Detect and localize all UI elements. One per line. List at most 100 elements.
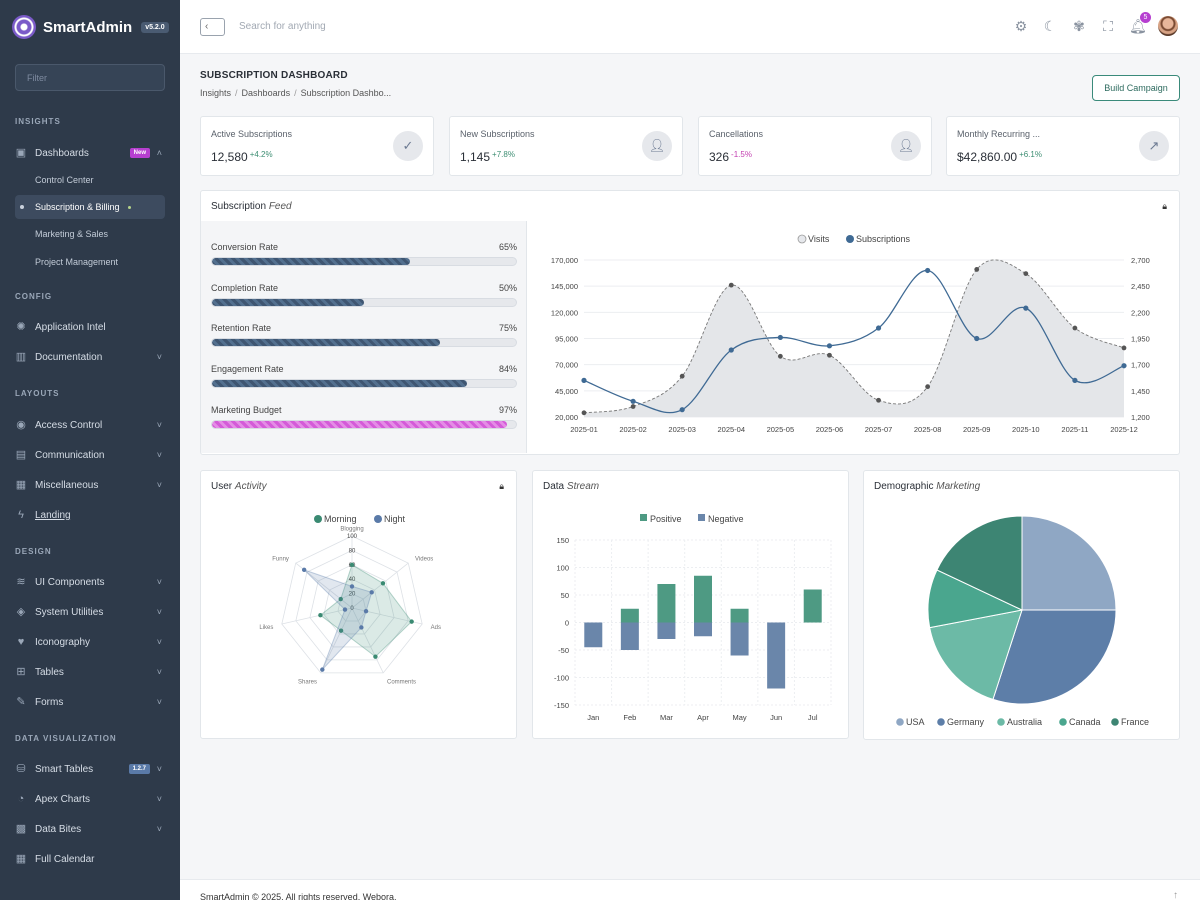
legend-marker-night [374, 515, 382, 523]
demographic-pie-chart: USA Germany Australia Canada France [896, 515, 1149, 727]
arrow-up-icon[interactable]: ↑ [1173, 890, 1178, 900]
y-tick-label: 50 [561, 591, 569, 600]
progress-label: Conversion Rate [211, 242, 279, 252]
progress-label: Engagement Rate [211, 364, 284, 374]
x-tick-label: Jan [587, 713, 599, 722]
progress-fill [212, 258, 410, 265]
sidebar-item-system-utilities[interactable]: ◈ System Utilities ˅ [0, 599, 180, 625]
sidebar-item-label: Iconography [35, 636, 91, 648]
radar-point-night [342, 607, 348, 612]
progress-item: Marketing Budget 97% [211, 405, 517, 429]
sidebar-item-control-center[interactable]: Control Center [0, 168, 180, 192]
avatar[interactable] [1158, 16, 1178, 36]
sidebar-item-smart-tables[interactable]: ⛁ Smart Tables 1.2.7 ˅ [0, 756, 180, 782]
stat-number: 12,580 [211, 150, 248, 164]
chevron-down-icon: ˅ [156, 667, 162, 677]
stat-card-new-subscriptions: New Subscriptions 1,145 +7.8% 👤︎ [449, 116, 683, 176]
bell-icon[interactable]: 🔔︎ 5 [1129, 12, 1151, 34]
stat-label: New Subscriptions [460, 129, 535, 139]
sidebar-item-application-intel[interactable]: ✺ Application Intel [0, 314, 180, 340]
sidebar-item-forms[interactable]: ✎ Forms ˅ [0, 689, 180, 715]
radar-tick-label: 40 [349, 577, 356, 583]
sidebar-item-label: UI Components [35, 576, 105, 588]
build-campaign-button[interactable]: Build Campaign [1092, 75, 1180, 101]
visits-point [1072, 325, 1078, 331]
stat-card-monthly-recurring: Monthly Recurring ... $42,860.00 +6.1% ↗ [946, 116, 1180, 176]
y-right-tick-label: 1,200 [1131, 413, 1150, 422]
progress-label: Completion Rate [211, 283, 279, 293]
lock-icon[interactable]: 🔒︎ [499, 481, 504, 491]
pie-slice-australia [929, 609, 1023, 701]
user-x-icon: 👤︎ [891, 131, 921, 161]
bar-positive [620, 608, 639, 623]
breadcrumb-item[interactable]: Insights [200, 88, 232, 98]
bar-negative [657, 622, 676, 639]
sidebar-item-marketing-sales[interactable]: Marketing & Sales [0, 222, 180, 246]
sidebar-item-miscellaneous[interactable]: ▦ Miscellaneous ˅ [0, 472, 180, 498]
collapse-sidebar-button[interactable]: ‹ [200, 18, 225, 36]
progress-fill [212, 421, 507, 428]
sidebar-item-documentation[interactable]: ▥ Documentation ˅ [0, 344, 180, 370]
card-title-em: Feed [268, 201, 292, 212]
chevron-down-icon: ˅ [156, 824, 162, 834]
subscriptions-point [679, 407, 685, 413]
sidebar-item-dashboards[interactable]: ▣ Dashboards New ˄ [0, 140, 180, 166]
moon-icon[interactable]: ☾ [1043, 18, 1057, 34]
radar-point-morning [318, 613, 323, 618]
y-left-tick-label: 170,000 [551, 256, 578, 265]
sidebar-item-subscription-billing[interactable]: Subscription & Billing [15, 195, 165, 219]
y-right-tick-label: 2,700 [1131, 256, 1150, 265]
stat-label: Active Subscriptions [211, 129, 293, 139]
bar-negative [730, 622, 749, 656]
visits-point [1023, 271, 1029, 277]
dashboard-icon: ▣ [15, 146, 27, 159]
progress-item: Conversion Rate 65% [211, 242, 517, 266]
y-tick-label: -150 [554, 701, 569, 710]
radar-point-morning [380, 581, 386, 586]
card-title: Data Stream [543, 481, 599, 492]
search-input[interactable]: Search for anything [239, 21, 326, 32]
sidebar-item-apex-charts[interactable]: ◔ Apex Charts ˅ [0, 786, 180, 812]
sidebar-item-tables[interactable]: ⊞ Tables ˅ [0, 659, 180, 685]
sidebar: SmartAdmin v5.2.0 Filter INSIGHTS ▣ Dash… [0, 0, 180, 900]
chevron-down-icon: ˅ [156, 697, 162, 707]
radar-axis-label: Ads [431, 625, 441, 631]
filter-input[interactable]: Filter [15, 64, 165, 91]
sidebar-item-label: Project Management [35, 257, 119, 267]
progress-percent: 50% [498, 283, 517, 293]
fullscreen-icon[interactable]: ⛶ [1103, 18, 1113, 34]
stat-change: -1.5% [731, 150, 752, 159]
x-tick-label: 2025-05 [767, 425, 795, 434]
radar-axis-label: Blogging [340, 526, 363, 532]
sidebar-item-label: Data Bites [35, 823, 82, 835]
y-tick-label: 150 [556, 536, 569, 545]
brand-logo-icon [12, 15, 36, 39]
settings-icon[interactable]: ⚙ [1014, 18, 1028, 34]
subscriptions-point [974, 335, 980, 342]
lock-icon[interactable]: 🔒︎ [1162, 201, 1167, 211]
demographic-card: Demographic Marketing USA Germany Australi… [863, 470, 1180, 740]
sidebar-item-communication[interactable]: ▤ Communication ˅ [0, 442, 180, 468]
sidebar-item-project-management[interactable]: Project Management [0, 250, 180, 274]
legend-label-usa: USA [906, 717, 925, 727]
sidebar-item-data-bites[interactable]: ▩ Data Bites ˅ [0, 816, 180, 842]
y-left-tick-label: 95,000 [555, 335, 578, 344]
x-tick-label: 2025-01 [570, 425, 598, 434]
x-tick-label: Apr [697, 713, 709, 722]
sidebar-item-full-calendar[interactable]: ▦ Full Calendar [0, 846, 180, 872]
brand[interactable]: SmartAdmin v5.2.0 [0, 0, 180, 54]
chevron-down-icon: ˅ [156, 450, 162, 460]
status-dot-icon [128, 205, 131, 209]
sidebar-item-iconography[interactable]: ♥ Iconography ˅ [0, 629, 180, 655]
sidebar-item-landing[interactable]: ϟ Landing [0, 502, 180, 528]
x-tick-label: 2025-04 [718, 425, 746, 434]
pie-chart-icon: ◔ [17, 792, 25, 805]
theme-icon[interactable]: ✾ [1073, 18, 1085, 34]
breadcrumb-item[interactable]: Dashboards [241, 88, 291, 98]
sidebar-item-ui-components[interactable]: ≋ UI Components ˅ [0, 569, 180, 595]
bar-negative [767, 622, 786, 689]
x-tick-label: Mar [660, 713, 673, 722]
sidebar-item-access-control[interactable]: ◉ Access Control ˅ [0, 412, 180, 438]
legend-marker-subscriptions [846, 235, 854, 243]
subscriptions-point [1023, 305, 1029, 311]
